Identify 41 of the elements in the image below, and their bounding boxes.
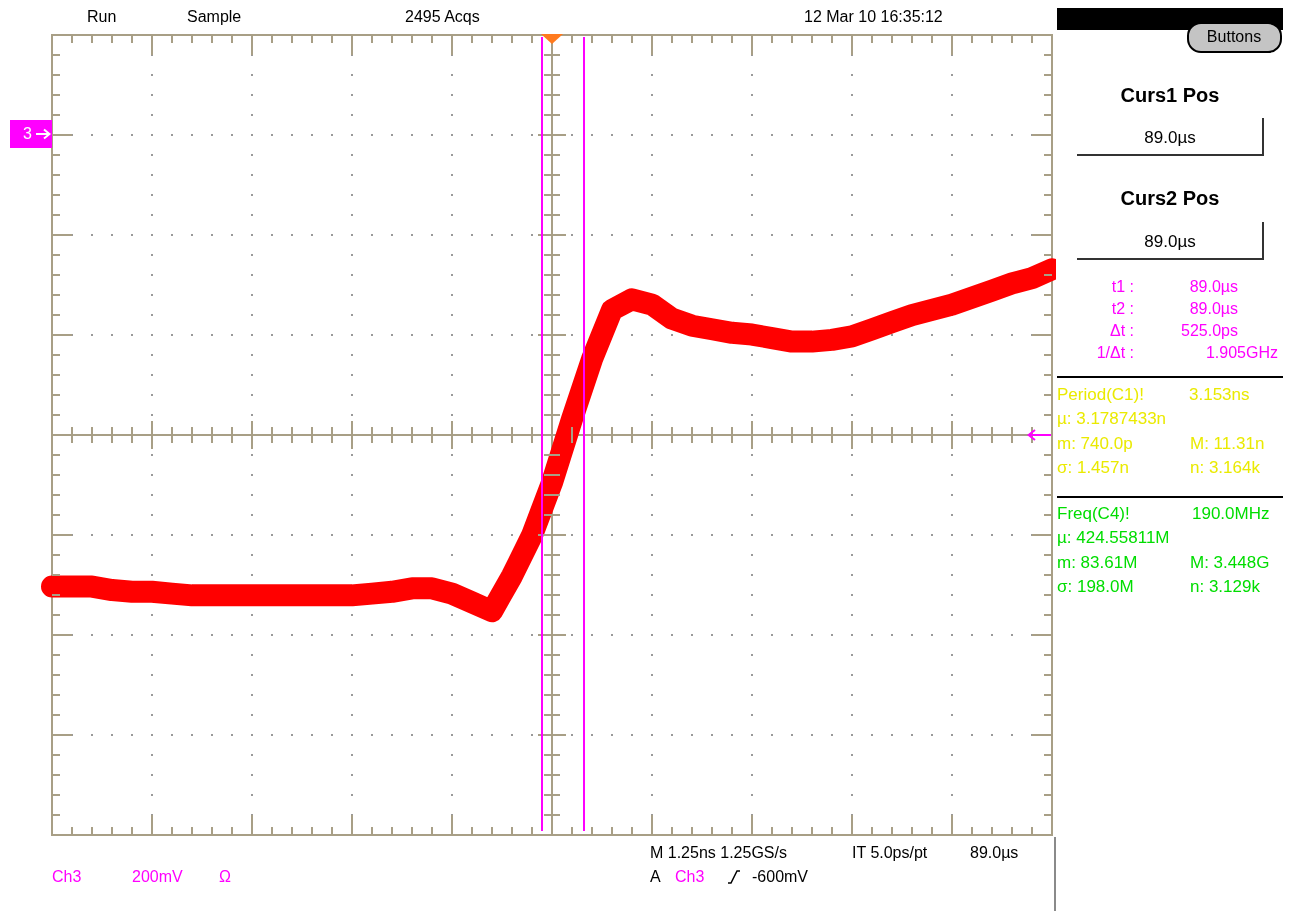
text: 89.0µs (1144, 128, 1196, 147)
text: Buttons (1206, 28, 1262, 45)
text: 190.0MHz (1192, 504, 1270, 523)
text: Ω (219, 868, 231, 885)
text: 89.0µs (970, 844, 1019, 861)
text: Δt : (1109, 322, 1134, 339)
text: n: 3.129k (1190, 577, 1260, 596)
text: t2 : (1111, 300, 1134, 317)
text: 12 Mar 10 16:35:12 (804, 8, 943, 25)
text: Freq(C4)! (1057, 504, 1130, 523)
text: A (650, 868, 661, 885)
text: 89.0µs (1144, 232, 1196, 251)
text: M: 3.448G (1190, 553, 1270, 572)
text: Curs2 Pos (1120, 187, 1220, 209)
text: 3.153ns (1189, 385, 1250, 404)
text: 525.0ps (1181, 322, 1238, 339)
text: -600mV (752, 868, 809, 885)
text: t1 : (1111, 278, 1134, 295)
text: Run (87, 8, 117, 25)
text: σ: 1.457n (1057, 458, 1129, 477)
text: Sample (187, 8, 242, 25)
text: σ: 198.0M (1057, 577, 1134, 596)
text: 3 (23, 125, 32, 142)
text: Curs1 Pos (1120, 84, 1220, 106)
text: m: 83.61M (1057, 553, 1138, 572)
text: 89.0µs (1189, 300, 1238, 317)
text: Ch3 (675, 868, 705, 885)
text: 1/Δt : (1096, 344, 1134, 361)
text: Period(C1)! (1057, 385, 1144, 404)
text: 89.0µs (1189, 278, 1238, 295)
text: m: 740.0p (1057, 434, 1133, 453)
text: 200mV (132, 868, 183, 885)
text: IT 5.0ps/pt (852, 844, 928, 861)
text: n: 3.164k (1190, 458, 1260, 477)
text: µ: 3.1787433n (1057, 409, 1167, 428)
text: 1.905GHz (1205, 344, 1278, 361)
text: µ: 424.55811M (1057, 528, 1170, 547)
text: Ch3 (52, 868, 82, 885)
text: 2495 Acqs (405, 8, 480, 25)
text: M 1.25ns 1.25GS/s (650, 844, 787, 861)
text: M: 11.31n (1190, 434, 1265, 453)
